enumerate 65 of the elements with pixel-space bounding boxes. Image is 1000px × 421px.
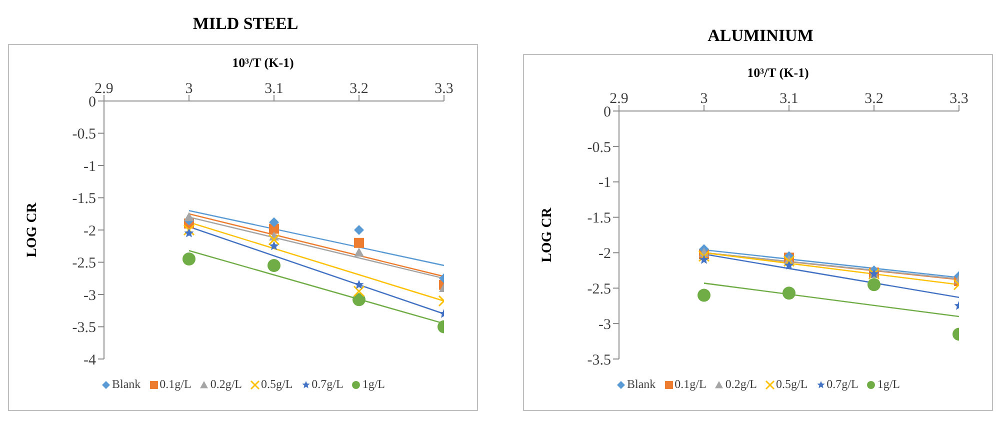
- y-tick-label: -4: [84, 352, 96, 368]
- x-tick-label: 3: [185, 81, 193, 97]
- x-tick-label: 3.2: [864, 91, 884, 107]
- x-tick-label: 2.9: [610, 91, 628, 107]
- legend-label: 0.7g/L: [826, 377, 858, 392]
- x-axis-title: 10³/T (K-1): [746, 65, 810, 81]
- point: [782, 286, 796, 300]
- legend-label: 0.1g/L: [674, 377, 706, 392]
- y-tick-label: -3.5: [72, 320, 96, 336]
- chart-title: MILD STEEL: [192, 13, 300, 35]
- legend-label: Blank: [626, 377, 656, 392]
- y-tick-label: -1.5: [587, 210, 611, 227]
- y-tick-label: 0: [88, 94, 96, 110]
- y-tick-label: -0.5: [72, 126, 96, 143]
- point: [184, 228, 194, 238]
- legend-label: 0.2g/L: [725, 377, 757, 392]
- point: [698, 250, 710, 262]
- legend-label: 0.5g/L: [776, 377, 808, 392]
- point: [269, 241, 279, 250]
- point: [268, 234, 280, 246]
- point: [354, 280, 364, 289]
- point: [699, 254, 709, 264]
- y-tick-label: 0: [604, 104, 611, 120]
- point: [784, 260, 794, 270]
- y-tick-label: -2: [84, 223, 96, 240]
- point: [353, 286, 365, 298]
- point: [268, 258, 280, 272]
- legend-label: 0.7g/L: [312, 377, 344, 392]
- point: [269, 217, 279, 228]
- y-tick-label: -3: [84, 288, 96, 304]
- x-tick-label: 3.3: [950, 91, 968, 107]
- x-tick-label: 3.1: [780, 91, 798, 107]
- x-tick-label: 3.2: [350, 81, 368, 97]
- x-tick-label: 2.9: [94, 81, 114, 97]
- y-tick-label: -1: [598, 175, 611, 192]
- point: [698, 288, 710, 302]
- legend-label: Blank: [112, 377, 141, 392]
- x-tick-label: 3.1: [264, 81, 284, 97]
- x-axis-title: 10³/T (K-1): [231, 55, 295, 71]
- point: [354, 248, 364, 257]
- y-tick-label: -3.5: [587, 352, 611, 368]
- y-axis-title: LOG CR: [540, 206, 555, 262]
- y-tick-label: -3: [598, 316, 611, 333]
- y-tick-label: -0.5: [587, 140, 611, 156]
- point: [783, 255, 795, 267]
- legend-label: 0.1g/L: [160, 377, 192, 392]
- legend-label: 1g/L: [362, 377, 386, 392]
- y-tick-label: -1.5: [72, 191, 96, 208]
- y-tick-label: -2.5: [587, 281, 611, 298]
- x-tick-label: 3: [700, 91, 708, 107]
- legend-label: 0.2g/L: [210, 377, 242, 392]
- y-tick-label: -2: [598, 246, 611, 262]
- y-tick-label: -1: [84, 158, 96, 175]
- y-axis-title: LOG CR: [24, 202, 40, 258]
- point: [354, 238, 364, 248]
- point: [352, 293, 366, 306]
- point: [183, 224, 195, 236]
- point: [354, 225, 364, 235]
- point: [184, 212, 194, 222]
- legend-label: 1g/L: [877, 377, 900, 392]
- x-tick-label: 3.3: [434, 81, 454, 97]
- point: [182, 252, 196, 266]
- y-tick-label: -2.5: [72, 256, 96, 272]
- chart-title: ALUMINIUM: [706, 25, 814, 47]
- legend-label: 0.5g/L: [261, 377, 293, 392]
